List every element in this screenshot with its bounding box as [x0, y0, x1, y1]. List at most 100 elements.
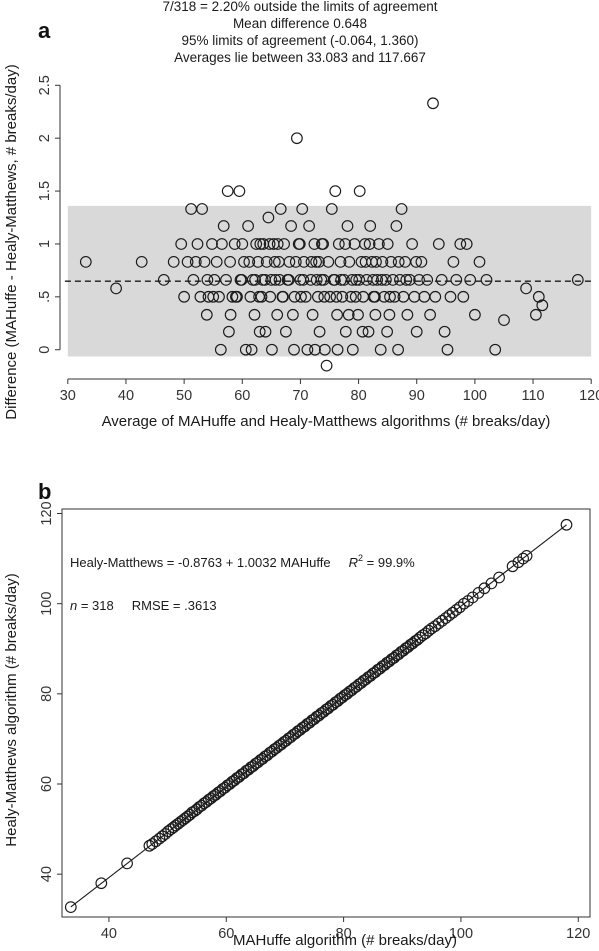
algorithm-points [64, 518, 573, 913]
data-point [250, 238, 263, 250]
data-point [571, 274, 584, 286]
y-axis-label: Healy-Matthews algorithm (# breaks/day) [3, 573, 20, 846]
data-point [296, 203, 309, 215]
data-point [266, 343, 278, 356]
data-point [121, 857, 133, 870]
x-tick-label: 40 [118, 388, 134, 404]
data-point [273, 274, 286, 286]
x-ticks: 40 60 80 100 120 [101, 917, 590, 942]
data-point [520, 550, 533, 562]
data-point [432, 238, 445, 250]
data-point [175, 238, 188, 250]
data-point [259, 325, 272, 338]
data-point [427, 97, 439, 110]
header-line-2: Mean difference 0.648 [233, 16, 367, 31]
data-point [194, 290, 207, 303]
data-point [316, 238, 328, 250]
data-point [228, 238, 241, 250]
sample-stats: n = 318 RMSE = .3613 [70, 598, 217, 613]
y-tick-label: 40 [39, 866, 55, 882]
data-point [291, 132, 303, 145]
data-point [353, 274, 366, 286]
data-point [313, 256, 325, 268]
data-point [447, 256, 460, 268]
data-point [380, 274, 392, 286]
data-point [224, 256, 236, 268]
regression-equation: Healy-Matthews = -0.8763 + 1.0032 MAHuff… [70, 553, 415, 570]
data-point [364, 220, 377, 232]
data-point [394, 274, 406, 286]
data-point [328, 274, 341, 286]
data-point [406, 238, 418, 250]
data-point [464, 274, 477, 286]
data-point [322, 256, 335, 268]
data-point [308, 238, 321, 250]
data-point [390, 220, 403, 232]
data-point [288, 343, 300, 356]
data-point [305, 256, 318, 268]
data-point [530, 308, 542, 321]
data-point [367, 274, 379, 286]
data-point [329, 185, 342, 197]
panel-b-label: b [38, 479, 51, 504]
x-ticks: 30 40 50 60 70 80 90 100 110 120 [60, 379, 599, 404]
data-point [421, 274, 434, 286]
data-point [414, 631, 426, 644]
data-point [200, 308, 213, 321]
data-point [331, 343, 344, 356]
data-point [178, 290, 190, 303]
data-point [280, 325, 292, 338]
data-point [373, 238, 385, 250]
data-point [384, 290, 396, 303]
data-point [383, 308, 396, 321]
data-point [376, 256, 389, 268]
data-point [343, 256, 356, 268]
data-point [210, 256, 223, 268]
data-point [234, 274, 247, 286]
data-point [295, 290, 307, 303]
data-point [293, 238, 306, 250]
data-point [135, 256, 148, 268]
data-point [262, 211, 275, 224]
data-point [196, 203, 208, 215]
data-point [299, 290, 312, 303]
data-point [517, 552, 529, 565]
data-point [318, 290, 331, 303]
x-axis-label: MAHuffe algorithm (# breaks/day) [233, 932, 457, 949]
data-point [95, 877, 108, 890]
y-tick-label: 100 [39, 592, 55, 616]
data-point [189, 256, 202, 268]
data-point [370, 256, 382, 268]
data-point [410, 256, 422, 268]
data-point [207, 290, 220, 303]
data-point [64, 901, 77, 913]
data-point [297, 274, 310, 286]
data-point [110, 282, 122, 295]
data-point [239, 343, 252, 356]
data-point [285, 220, 297, 232]
data-point [520, 282, 532, 295]
data-point [213, 290, 225, 303]
data-point [312, 290, 324, 303]
data-point [254, 238, 267, 250]
data-point [424, 308, 436, 321]
x-tick-label: 70 [292, 388, 308, 404]
data-point [263, 238, 276, 250]
data-point [444, 290, 457, 303]
x-tick-label: 60 [218, 926, 234, 942]
data-point [221, 185, 234, 197]
x-tick-label: 50 [176, 388, 192, 404]
data-point [381, 325, 393, 338]
data-point [230, 290, 242, 303]
data-point [441, 343, 454, 356]
difference-points [79, 97, 584, 372]
data-point [339, 238, 352, 250]
data-point [157, 274, 170, 286]
data-point [256, 274, 269, 286]
data-point [271, 238, 284, 250]
data-point [381, 238, 394, 250]
data-point [450, 274, 463, 286]
plot-frame [61, 508, 591, 918]
data-point [260, 256, 273, 268]
